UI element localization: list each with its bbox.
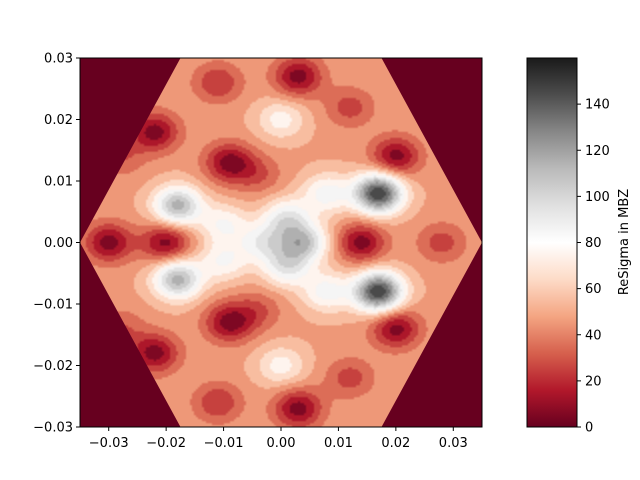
x-tick-label: 0.03 [439, 436, 468, 451]
y-tick-label: −0.01 [33, 298, 73, 313]
heatmap-image [80, 58, 482, 427]
x-tick-label: 0.00 [267, 436, 296, 451]
colorbar: 0 20 40 60 80 100 120 140 ReSigma in MBZ [526, 57, 632, 436]
colorbar-bar [526, 57, 578, 428]
y-tick-label: 0.02 [44, 113, 73, 128]
colorbar-tick-label: 40 [585, 328, 602, 343]
colorbar-tick-label: 140 [585, 98, 610, 113]
plot-area: −0.03 −0.02 −0.01 0.00 0.01 0.02 0.03 −0.03−0.… [33, 52, 483, 451]
colorbar-tick-label: 20 [585, 374, 602, 389]
y-tick-label: −0.02 [33, 359, 73, 374]
colorbar-tick-label: 60 [585, 282, 602, 297]
x-axis: −0.03 −0.02 −0.01 0.00 0.01 0.02 0.03 [89, 427, 468, 451]
y-tick-label: −0.03 [33, 421, 73, 436]
y-tick-label: 0.03 [44, 52, 73, 67]
hexagon-region [80, 58, 482, 427]
colorbar-tick-label: 80 [585, 236, 602, 251]
y-tick-label: 0.00 [44, 236, 73, 251]
colorbar-label: ReSigma in MBZ [617, 189, 632, 295]
colorbar-tick-label: 0 [585, 421, 593, 436]
x-tick-label: −0.01 [204, 436, 244, 451]
y-tick-label: 0.01 [44, 175, 73, 190]
y-axis: −0.03 −0.02 −0.01 0.00 0.01 0.02 0.03 [33, 52, 80, 436]
x-tick-label: 0.02 [381, 436, 410, 451]
x-tick-label: −0.03 [89, 436, 129, 451]
colorbar-tick-label: 120 [585, 144, 610, 159]
x-tick-label: −0.02 [146, 436, 186, 451]
x-tick-label: 0.01 [324, 436, 353, 451]
colorbar-axis: 0 20 40 60 80 100 120 140 [577, 98, 610, 436]
colorbar-tick-label: 100 [585, 190, 610, 205]
